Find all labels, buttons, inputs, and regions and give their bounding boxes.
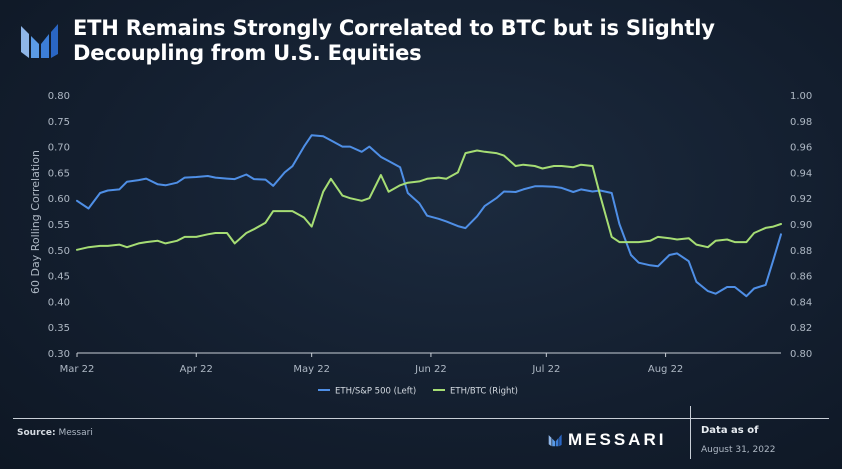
series-line-eth-sp500 — [76, 134, 782, 298]
footer-vertical-divider — [690, 406, 691, 459]
y-left-tick-label: 0.80 — [48, 91, 70, 102]
y-right-tick-label: 0.94 — [790, 168, 812, 179]
messari-logo-icon — [21, 24, 58, 58]
legend-entry-label: ETH/S&P 500 (Left) — [335, 387, 416, 397]
chart-legend: ETH/S&P 500 (Left) ETH/BTC (Right) — [318, 387, 518, 397]
y-left-tick-label: 0.70 — [48, 143, 70, 154]
y-left-tick-label: 0.35 — [48, 323, 70, 334]
y-left-tick-label: 0.50 — [48, 246, 70, 257]
x-tick-label: May 22 — [293, 364, 330, 375]
chart-title: ETH Remains Strongly Correlated to BTC b… — [73, 16, 715, 65]
y-left-tick-label: 0.40 — [48, 297, 70, 308]
brand-name: MESSARI — [568, 430, 667, 449]
chart-series — [76, 134, 782, 298]
x-tick-label: Jun 22 — [414, 364, 447, 375]
footer-brand: MESSARI — [548, 430, 666, 450]
x-tick-label: Mar 22 — [60, 364, 95, 375]
source-label: Source: — [17, 428, 56, 438]
y-left-tick-label: 0.65 — [48, 168, 70, 179]
y-left-tick-label: 0.30 — [48, 349, 70, 360]
x-tick-label: Aug 22 — [648, 364, 683, 375]
y-right-tick-label: 0.80 — [790, 349, 812, 360]
messari-brand-icon — [548, 434, 562, 447]
legend-entry-label: ETH/BTC (Right) — [450, 387, 518, 397]
y-left-tick-label: 0.75 — [48, 117, 70, 128]
y-left-tick-label: 0.45 — [48, 272, 70, 283]
y-right-tick-label: 0.86 — [790, 272, 812, 283]
y-right-tick-label: 0.84 — [790, 297, 812, 308]
footer-divider-line — [13, 418, 829, 419]
y-right-tick-label: 0.88 — [790, 246, 812, 257]
y-right-tick-label: 1.00 — [790, 91, 812, 102]
x-tick-label: Jul 22 — [531, 364, 560, 375]
y-left-tick-label: 0.60 — [48, 194, 70, 205]
series-line-eth-btc — [76, 149, 782, 251]
y-right-tick-label: 0.96 — [790, 143, 812, 154]
y-right-tick-label: 0.90 — [790, 220, 812, 231]
y-left-tick-label: 0.55 — [48, 220, 70, 231]
data-as-of-label: Data as of — [701, 425, 759, 436]
y-right-tick-label: 0.82 — [790, 323, 812, 334]
data-as-of-date: August 31, 2022 — [701, 445, 776, 455]
source-note: Source: Messari — [17, 428, 93, 438]
source-value: Messari — [58, 428, 93, 438]
chart-axes: 0.30 0.35 0.40 0.45 0.50 0.55 0.60 0.65 0.70 0.75… — [48, 91, 813, 375]
y-axis-label: 60 Day Rolling Correlation — [29, 150, 42, 294]
y-right-tick-label: 0.92 — [790, 194, 812, 205]
y-right-tick-label: 0.98 — [790, 117, 812, 128]
x-tick-label: Apr 22 — [180, 364, 213, 375]
